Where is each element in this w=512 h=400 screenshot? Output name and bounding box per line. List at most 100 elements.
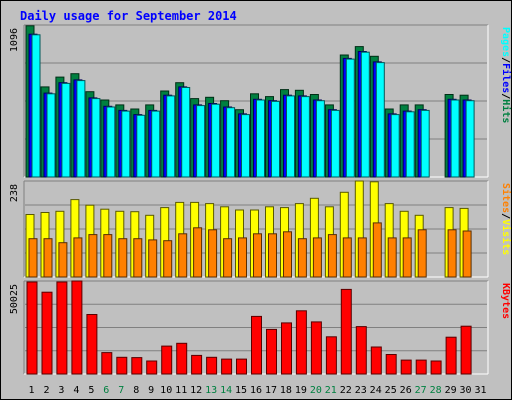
bar-pages-day-6 [106,106,116,178]
x-tick-label: 24 [370,385,382,396]
bar-kbytes-day-7 [116,356,128,375]
bar-pages-day-22 [345,58,355,178]
bar-kbytes-day-3 [56,281,68,375]
bar-sites-day-17 [268,233,277,278]
x-tick-label: 1 [28,385,34,396]
bar-kbytes-day-23 [355,326,367,375]
bar-kbytes-day-21 [325,336,337,375]
x-tick-label: 16 [250,385,262,396]
bar-pages-day-27 [420,109,430,178]
bar-pages-day-11 [181,87,191,178]
bar-sites-day-26 [402,237,412,278]
bar-pages-day-1 [31,34,41,178]
bar-sites-day-11 [178,233,188,278]
x-tick-label: 5 [88,385,94,396]
legend-visits-sites: Sites/Visits [500,183,512,255]
x-tick-label: 3 [58,385,64,396]
bar-pages-day-15 [241,114,250,178]
bar-sites-day-16 [253,233,262,278]
bar-pages-day-12 [196,105,206,178]
x-tick-label: 8 [133,385,139,396]
x-tick-label: 21 [325,385,337,396]
bar-sites-day-22 [342,237,352,278]
bar-kbytes-day-20 [310,321,322,375]
bar-pages-day-25 [390,114,400,178]
legend-entry: Files [500,63,512,93]
max-value-label: 238 [9,184,20,202]
max-value-label: 50025 [9,284,20,314]
bar-sites-day-12 [193,227,203,278]
x-axis-tick-labels: 1 2 3 4 5 6 7 8 9 10 11 12 13 14 15 16 17 18 19 20 21 22 23 24 2… [28,385,486,396]
bar-kbytes-day-17 [266,328,277,375]
bar-pages-day-19 [300,96,310,178]
bar-kbytes-day-9 [146,360,158,375]
bar-kbytes-day-4 [71,280,83,375]
bar-kbytes-day-22 [340,288,352,375]
legend-entry: Visits [500,219,512,255]
bar-kbytes-day-10 [161,345,173,375]
bar-sites-day-14 [223,238,233,278]
bar-sites-day-29 [447,229,457,278]
legend-separator: / [500,213,511,219]
bar-pages-day-8 [136,114,146,178]
x-tick-label: 22 [340,385,352,396]
bar-pages-day-4 [76,80,86,178]
bar-pages-day-20 [315,100,325,178]
bar-sites-day-21 [327,234,337,278]
bar-kbytes-day-8 [131,357,143,375]
x-tick-label: 7 [118,385,124,396]
bar-pages-day-14 [226,107,236,178]
x-tick-label: 25 [385,385,397,396]
bar-kbytes-day-18 [281,322,292,375]
bar-sites-day-13 [208,229,218,278]
bar-pages-day-24 [375,62,385,178]
legend-entry: Hits [500,99,512,123]
x-tick-label: 23 [355,385,367,396]
x-tick-label: 9 [148,385,154,396]
bar-sites-day-15 [238,237,247,278]
bar-pages-day-7 [121,110,131,178]
bar-kbytes-day-5 [86,314,98,375]
x-tick-label: 11 [175,385,187,396]
bar-kbytes-day-27 [415,359,427,375]
legend-separator: / [500,57,511,63]
bar-sites-day-30 [462,230,472,278]
x-tick-label: 6 [103,385,109,396]
legend-entry: KBytes [500,283,511,319]
x-tick-label: 26 [400,385,412,396]
bar-sites-day-20 [312,237,322,278]
x-tick-label: 17 [265,385,277,396]
bar-kbytes-day-14 [221,358,233,375]
x-tick-label: 2 [43,385,49,396]
bar-sites-day-3 [58,242,68,278]
x-tick-label: 31 [474,385,486,396]
x-tick-label: 15 [235,385,247,396]
bar-pages-day-26 [405,111,415,178]
bar-kbytes-day-29 [445,336,457,375]
x-tick-label: 14 [220,385,232,396]
chart-title: Daily usage for September 2014 [20,9,237,23]
bar-sites-day-1 [28,238,38,278]
bar-kbytes-day-28 [430,360,442,375]
bar-pages-day-17 [271,100,280,178]
x-tick-label: 28 [430,385,442,396]
legend-separator: / [500,93,511,99]
x-tick-label: 4 [73,385,79,396]
bar-sites-day-24 [372,222,382,278]
x-tick-label: 18 [280,385,292,396]
bar-kbytes-day-25 [385,354,397,375]
max-value-label: 1096 [9,28,20,52]
x-tick-label: 29 [445,385,457,396]
x-tick-label: 20 [310,385,322,396]
bar-sites-day-10 [163,240,173,278]
bar-sites-day-8 [133,238,143,278]
bar-kbytes-day-15 [236,358,247,375]
x-tick-label: 27 [415,385,427,396]
bar-pages-day-3 [61,82,71,178]
bar-sites-day-23 [357,237,367,278]
bar-sites-day-25 [387,237,397,278]
bar-sites-day-6 [103,234,113,278]
bar-kbytes-day-30 [460,325,472,375]
